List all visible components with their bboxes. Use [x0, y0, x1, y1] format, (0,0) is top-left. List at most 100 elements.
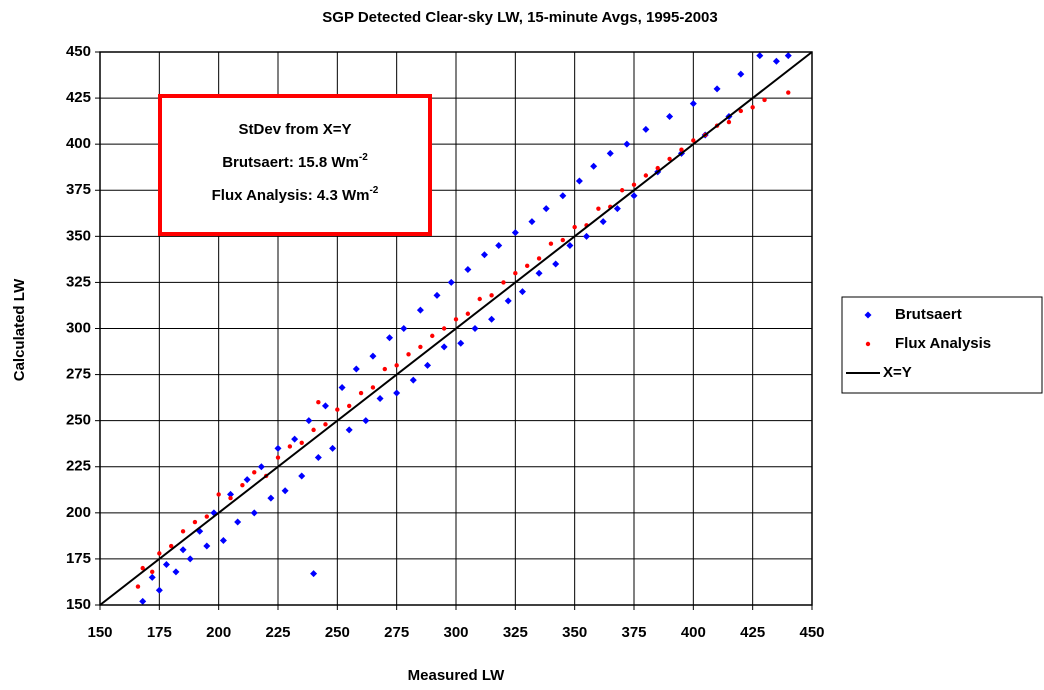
point	[227, 490, 235, 498]
point	[583, 232, 591, 240]
point	[370, 385, 376, 390]
point	[352, 365, 360, 373]
x-tick-label: 400	[681, 624, 706, 641]
x-tick-label: 325	[503, 624, 528, 641]
annotation-superscript: -2	[369, 185, 378, 196]
point	[186, 555, 194, 563]
annotation-text: Brutsaert: 15.8 Wm-2	[222, 152, 368, 171]
reference-line	[99, 51, 813, 606]
point	[150, 569, 155, 575]
point	[480, 251, 488, 259]
annotation-line: Flux Analysis: 4.3 Wm	[212, 187, 370, 204]
point	[552, 260, 560, 268]
point	[535, 269, 543, 277]
point	[536, 256, 542, 261]
point	[655, 165, 660, 171]
x-tick-label: 150	[87, 624, 112, 641]
legend-box	[841, 296, 1043, 394]
point	[347, 403, 352, 409]
point	[433, 291, 441, 299]
point	[394, 363, 399, 368]
legend-label: X=Y	[883, 364, 912, 381]
x-tick-label: 350	[562, 624, 587, 641]
point	[162, 560, 170, 568]
point	[465, 311, 471, 316]
point	[172, 568, 180, 576]
point	[310, 570, 318, 578]
point	[596, 206, 601, 211]
point	[362, 417, 370, 425]
point	[518, 288, 526, 296]
point	[203, 542, 211, 550]
point	[393, 389, 401, 397]
point	[477, 296, 482, 302]
y-tick-label: 300	[66, 319, 91, 336]
y-axis-title: Calculated LW	[11, 278, 28, 381]
point	[376, 395, 384, 403]
point	[335, 407, 340, 412]
point	[528, 218, 536, 226]
point	[275, 455, 281, 460]
point	[786, 90, 791, 95]
point	[566, 242, 574, 250]
point	[216, 492, 221, 497]
point	[409, 376, 417, 384]
annotation-text: StDev from X=Y	[239, 121, 352, 138]
annotation-text: Flux Analysis: 4.3 Wm-2	[212, 185, 379, 204]
point	[784, 52, 792, 60]
point	[441, 326, 447, 331]
y-tick-label: 400	[66, 135, 91, 152]
point	[139, 597, 147, 605]
point	[679, 147, 684, 152]
point	[756, 52, 764, 60]
point	[667, 156, 672, 162]
point	[418, 344, 423, 350]
point	[204, 514, 209, 519]
point	[274, 444, 282, 452]
point	[575, 177, 583, 185]
point	[501, 280, 506, 285]
point	[606, 149, 614, 157]
point	[180, 529, 186, 534]
point	[316, 400, 321, 405]
point	[572, 224, 577, 230]
point	[240, 482, 245, 488]
point	[140, 565, 145, 571]
point	[440, 343, 448, 351]
point	[488, 315, 496, 323]
point	[311, 427, 316, 433]
point	[643, 173, 649, 178]
annotation-line: StDev from X=Y	[239, 121, 352, 138]
point	[406, 352, 411, 357]
point	[631, 182, 637, 187]
point	[430, 333, 435, 339]
point	[243, 476, 251, 484]
point	[424, 361, 432, 369]
point	[726, 119, 732, 125]
x-tick-label: 250	[325, 624, 350, 641]
point	[590, 162, 598, 170]
point	[148, 573, 156, 581]
x-tick-label: 175	[147, 624, 172, 641]
point	[257, 463, 265, 471]
point	[513, 271, 518, 276]
y-tick-label: 225	[66, 458, 91, 475]
point	[358, 390, 364, 396]
legend-label: Brutsaert	[895, 306, 962, 323]
point	[135, 584, 141, 589]
point	[169, 543, 174, 549]
point	[321, 402, 329, 410]
point	[345, 426, 353, 434]
y-tick-label: 450	[66, 43, 91, 60]
point	[386, 334, 394, 342]
legend-label: Flux Analysis	[895, 335, 991, 352]
point	[630, 192, 638, 200]
annotation-box	[158, 94, 432, 236]
point	[329, 444, 337, 452]
point	[750, 105, 755, 110]
x-tick-label: 425	[740, 624, 765, 641]
point	[738, 108, 743, 114]
plot-border	[99, 51, 813, 606]
point	[299, 440, 304, 445]
